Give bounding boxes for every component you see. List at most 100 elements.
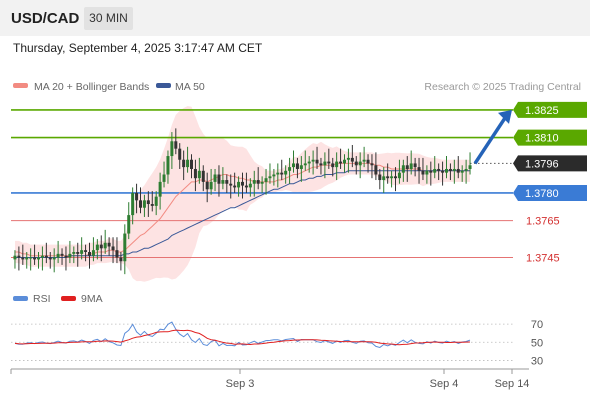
candle-body (456, 168, 460, 173)
candle-body (307, 161, 311, 164)
candle (229, 174, 233, 199)
candle (456, 156, 460, 179)
candle (139, 187, 142, 214)
candle-body (162, 174, 166, 182)
candle (25, 252, 29, 269)
candle-body (48, 257, 52, 260)
chart-legend: MA 20 + Bollinger Bands MA 50 Research ©… (13, 81, 581, 93)
candle-body (182, 159, 186, 168)
candle-body (464, 168, 468, 171)
candle-body (409, 163, 413, 169)
candle-body (221, 180, 225, 184)
candle (221, 167, 225, 190)
candle-body (323, 161, 327, 166)
candle (64, 246, 68, 271)
candle-body (21, 257, 25, 260)
candle (390, 170, 394, 188)
candle (386, 163, 390, 184)
candle-body (413, 163, 417, 168)
candle-body (197, 170, 201, 179)
candle-body (335, 161, 339, 168)
level-label-1.3765: 1.3765 (526, 216, 560, 228)
candle (366, 154, 370, 173)
candle (350, 144, 354, 168)
candle (13, 250, 17, 269)
candle-body (437, 168, 441, 171)
ma50-legend-swatch (156, 83, 171, 88)
level-tag-1.3810: 1.3810 (513, 129, 587, 146)
candle (374, 152, 378, 181)
candle-body (241, 181, 244, 186)
candle-body (295, 163, 299, 169)
candle (358, 152, 362, 179)
candle (37, 252, 40, 269)
candle (123, 224, 127, 275)
level-tag-1.3780: 1.3780 (513, 184, 587, 201)
candle (327, 148, 331, 169)
candle-body (142, 200, 146, 208)
rsi-tick-30: 30 (531, 355, 543, 367)
candle-body (29, 257, 33, 259)
rsi-ma-legend-label: 9MA (81, 293, 103, 305)
candle-body (284, 170, 288, 175)
candle-body (303, 163, 307, 166)
ma50-legend-label: MA 50 (175, 81, 205, 93)
candle-body (233, 185, 237, 188)
candle (343, 154, 346, 173)
candle (429, 161, 433, 186)
candle-body (186, 159, 190, 168)
candle-body (107, 242, 111, 247)
candle (76, 242, 80, 267)
candle (264, 168, 268, 195)
rsi-panel: 70 50 30 (11, 319, 543, 367)
candle (95, 239, 99, 260)
candle (88, 242, 91, 269)
candle-body (417, 167, 421, 171)
candle (354, 156, 358, 175)
candle (72, 246, 76, 264)
candle (452, 159, 456, 184)
candle (56, 240, 60, 264)
candle-body (319, 163, 323, 166)
candle (370, 154, 374, 179)
level-tag-box (513, 101, 587, 118)
level-tag-1.3796: 1.3796 (513, 155, 587, 172)
candle-body (56, 253, 60, 258)
candle (48, 252, 52, 269)
candle (397, 159, 401, 184)
candle (40, 246, 44, 271)
rsi-tick-50: 50 (531, 337, 543, 349)
candle-body (111, 246, 115, 251)
candle-body (272, 174, 276, 177)
candle (315, 146, 319, 169)
candle-body (452, 168, 456, 171)
projection-arrowhead (498, 109, 512, 124)
level-tag-text: 1.3810 (525, 133, 559, 145)
level-tag-box (513, 129, 587, 146)
candle-body (343, 159, 346, 164)
candle (201, 165, 205, 192)
ma20-legend-label: MA 20 + Bollinger Bands (34, 81, 149, 93)
candle-body (193, 168, 197, 179)
candle (68, 240, 72, 264)
candle (303, 150, 307, 171)
candle-body (33, 257, 37, 260)
candle (17, 246, 21, 271)
candle-body (37, 257, 40, 260)
candle-body (327, 161, 331, 164)
candle-body (72, 252, 76, 254)
candle-body (425, 170, 429, 175)
candle-body (390, 176, 394, 179)
candle (405, 156, 409, 182)
candle-body (146, 200, 150, 205)
candle (437, 163, 441, 181)
candle (307, 156, 311, 173)
candle (213, 168, 217, 192)
candle-body (331, 163, 335, 168)
candle-body (362, 159, 366, 162)
candle-body (64, 255, 68, 258)
candle-body (158, 181, 162, 197)
symbol-label: USD/CAD (11, 10, 80, 27)
timeframe-button[interactable]: 30 MIN (84, 7, 133, 30)
